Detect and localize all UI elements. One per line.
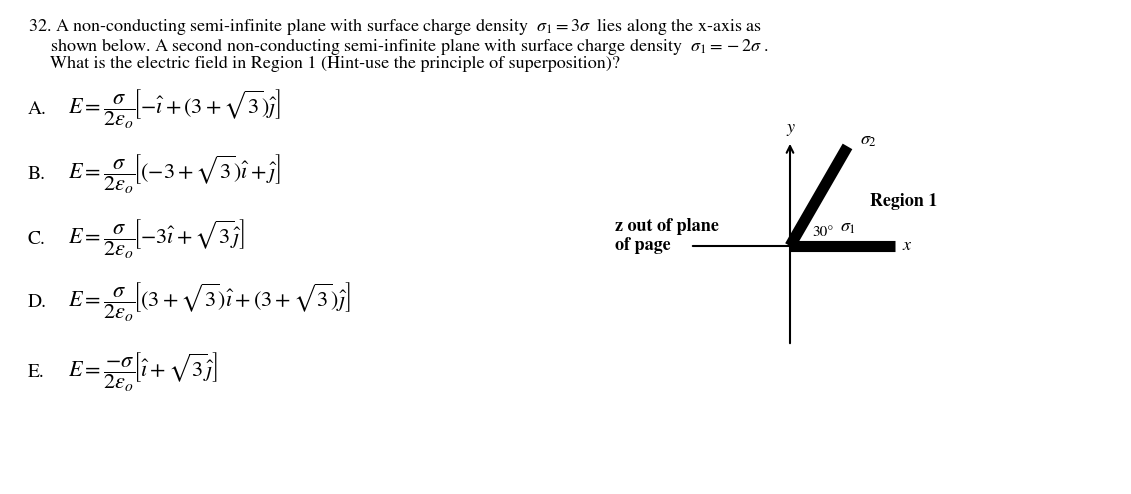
Text: $E = \dfrac{-\sigma}{2\varepsilon_o}\!\left[\hat{\imath} + \sqrt{3}\hat{\jmath}\: $E = \dfrac{-\sigma}{2\varepsilon_o}\!\l… bbox=[68, 350, 218, 394]
Text: 32. A non-conducting semi-infinite plane with surface charge density  $\sigma_1 : 32. A non-conducting semi-infinite plane… bbox=[28, 16, 762, 37]
Text: B.: B. bbox=[28, 165, 46, 183]
Text: Region 1: Region 1 bbox=[870, 193, 938, 209]
Text: $E = \dfrac{\sigma}{2\varepsilon_o}\!\left[-\hat{\imath} + (3+\sqrt{3})\hat{\jma: $E = \dfrac{\sigma}{2\varepsilon_o}\!\le… bbox=[68, 87, 280, 131]
Text: $E = \dfrac{\sigma}{2\varepsilon_o}\!\left[-3\hat{\imath} + \sqrt{3}\hat{\jmath}: $E = \dfrac{\sigma}{2\varepsilon_o}\!\le… bbox=[68, 217, 244, 261]
Text: $E = \dfrac{\sigma}{2\varepsilon_o}\!\left[(3+\sqrt{3})\hat{\imath} + (3+\sqrt{3: $E = \dfrac{\sigma}{2\varepsilon_o}\!\le… bbox=[68, 280, 351, 324]
Text: y: y bbox=[786, 119, 794, 136]
Text: E.: E. bbox=[28, 364, 45, 380]
Text: x: x bbox=[903, 238, 910, 254]
Text: shown below. A second non-conducting semi-infinite plane with surface charge den: shown below. A second non-conducting sem… bbox=[50, 36, 769, 57]
Text: z out of plane
of page: z out of plane of page bbox=[615, 218, 719, 254]
Text: A.: A. bbox=[28, 100, 46, 118]
Text: C.: C. bbox=[28, 230, 46, 247]
Text: 30°: 30° bbox=[812, 226, 834, 239]
Text: $E = \dfrac{\sigma}{2\varepsilon_o}\!\left[(-3+\sqrt{3})\hat{\imath} + \hat{\jma: $E = \dfrac{\sigma}{2\varepsilon_o}\!\le… bbox=[68, 152, 280, 196]
Text: What is the electric field in Region 1 (Hint-use the principle of superposition): What is the electric field in Region 1 (… bbox=[50, 56, 620, 72]
Text: $\sigma_1$: $\sigma_1$ bbox=[839, 220, 856, 236]
Text: $\sigma_2$: $\sigma_2$ bbox=[860, 133, 877, 149]
Text: D.: D. bbox=[28, 293, 48, 311]
